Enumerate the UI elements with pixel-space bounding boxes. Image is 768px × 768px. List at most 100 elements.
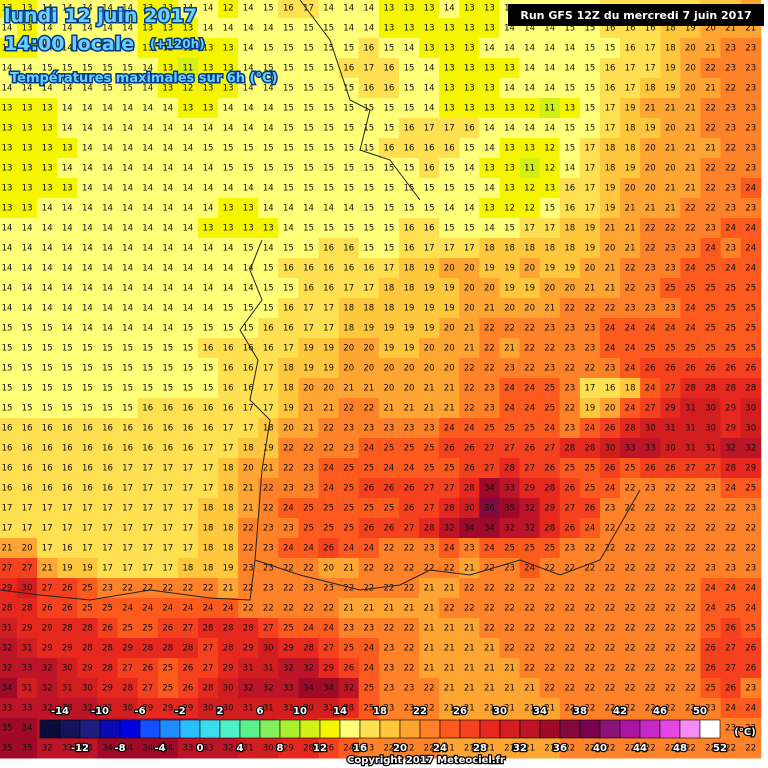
- temp-value: 16: [243, 344, 254, 354]
- temp-value: 21: [464, 684, 475, 694]
- temp-value: 22: [685, 684, 696, 694]
- temp-value: 28: [625, 424, 636, 434]
- temp-value: 14: [142, 284, 153, 294]
- temp-value: 21: [444, 644, 455, 654]
- temp-cell: [177, 78, 199, 99]
- temp-value: 17: [544, 224, 555, 234]
- temp-cell: [358, 0, 380, 19]
- temp-value: 22: [725, 164, 736, 174]
- temp-value: 14: [62, 224, 73, 234]
- temp-cell: [519, 38, 541, 59]
- temp-value: 29: [544, 504, 555, 514]
- temp-value: 25: [705, 344, 716, 354]
- temp-value: 16: [162, 424, 173, 434]
- temp-cell: [459, 0, 480, 19]
- temp-value: 15: [223, 304, 234, 314]
- temp-cell: [720, 178, 742, 199]
- temp-value: 14: [203, 124, 214, 134]
- temp-value: 24: [182, 604, 193, 614]
- temp-cell: [539, 118, 561, 139]
- temp-value: 16: [283, 324, 294, 334]
- temp-cell: [499, 138, 521, 159]
- temp-cell: [499, 78, 521, 99]
- temp-value: 15: [42, 404, 53, 414]
- temp-value: 28: [243, 624, 254, 634]
- temp-value: 15: [62, 384, 73, 394]
- temp-value: 27: [424, 484, 435, 494]
- temp-value: 21: [685, 144, 696, 154]
- temp-value: 15: [62, 404, 73, 414]
- temp-value: 14: [203, 184, 214, 194]
- temp-cell: [318, 138, 340, 159]
- temp-value: 14: [182, 224, 193, 234]
- temp-value: 27: [424, 504, 435, 514]
- temp-value: 23: [544, 324, 555, 334]
- temp-value: 21: [504, 684, 515, 694]
- temp-cell: [278, 158, 299, 179]
- temp-value: 27: [323, 644, 334, 654]
- temp-value: 33: [2, 704, 13, 714]
- temp-value: 14: [62, 264, 73, 274]
- temp-cell: [258, 178, 279, 199]
- temp-value: 22: [484, 344, 495, 354]
- temp-value: 22: [323, 604, 334, 614]
- temp-value: 17: [363, 284, 374, 294]
- temp-value: 22: [283, 604, 294, 614]
- temp-value: 16: [62, 544, 73, 554]
- legend-swatch: [459, 719, 481, 739]
- temp-value: 16: [2, 424, 13, 434]
- temp-value: 25: [685, 284, 696, 294]
- temp-value: 23: [745, 64, 756, 74]
- temp-value: 23: [725, 64, 736, 74]
- temp-value: 15: [283, 184, 294, 194]
- temp-cell: [439, 118, 460, 139]
- temp-value: 16: [564, 204, 575, 214]
- temp-value: 16: [343, 64, 354, 74]
- temp-value: 23: [283, 524, 294, 534]
- temp-value: 13: [444, 24, 455, 34]
- legend-label-top: 14: [333, 706, 347, 717]
- legend-label-top: -6: [134, 706, 145, 717]
- temp-value: 13: [444, 44, 455, 54]
- temp-value: 14: [243, 124, 254, 134]
- temp-value: 23: [745, 144, 756, 154]
- temp-value: 13: [2, 124, 13, 134]
- temp-value: 19: [363, 324, 374, 334]
- temp-cell: [740, 38, 762, 59]
- temp-value: 22: [203, 584, 214, 594]
- temp-cell: [57, 138, 78, 159]
- temp-value: 18: [645, 84, 656, 94]
- temp-value: 16: [424, 164, 435, 174]
- temp-cell: [258, 58, 279, 79]
- temp-value: 15: [383, 124, 394, 134]
- temp-value: 22: [504, 324, 515, 334]
- temp-value: 15: [243, 324, 254, 334]
- temp-value: 15: [383, 104, 394, 114]
- temp-value: 17: [424, 244, 435, 254]
- temp-value: 25: [343, 504, 354, 514]
- temp-value: 25: [645, 344, 656, 354]
- temp-cell: [37, 78, 58, 99]
- temp-cell: [218, 58, 239, 79]
- temp-value: 13: [203, 224, 214, 234]
- temp-cell: [398, 58, 420, 79]
- temp-cell: [218, 198, 239, 219]
- temp-value: 24: [303, 544, 314, 554]
- temp-cell: [177, 198, 199, 219]
- temp-value: 30: [665, 444, 676, 454]
- temp-value: 16: [2, 484, 13, 494]
- temp-value: 25: [383, 444, 394, 454]
- temp-cell: [559, 78, 581, 99]
- temp-value: 16: [283, 304, 294, 314]
- temp-value: 17: [223, 424, 234, 434]
- temp-cell: [117, 138, 139, 159]
- temp-value: 14: [203, 164, 214, 174]
- temp-value: 27: [504, 444, 515, 454]
- temp-value: 23: [383, 664, 394, 674]
- temp-value: 15: [62, 344, 73, 354]
- temp-value: 13: [22, 184, 33, 194]
- temp-cell: [419, 98, 440, 119]
- temp-cell: [720, 38, 742, 59]
- temp-value: 24: [584, 424, 595, 434]
- temp-value: 17: [584, 184, 595, 194]
